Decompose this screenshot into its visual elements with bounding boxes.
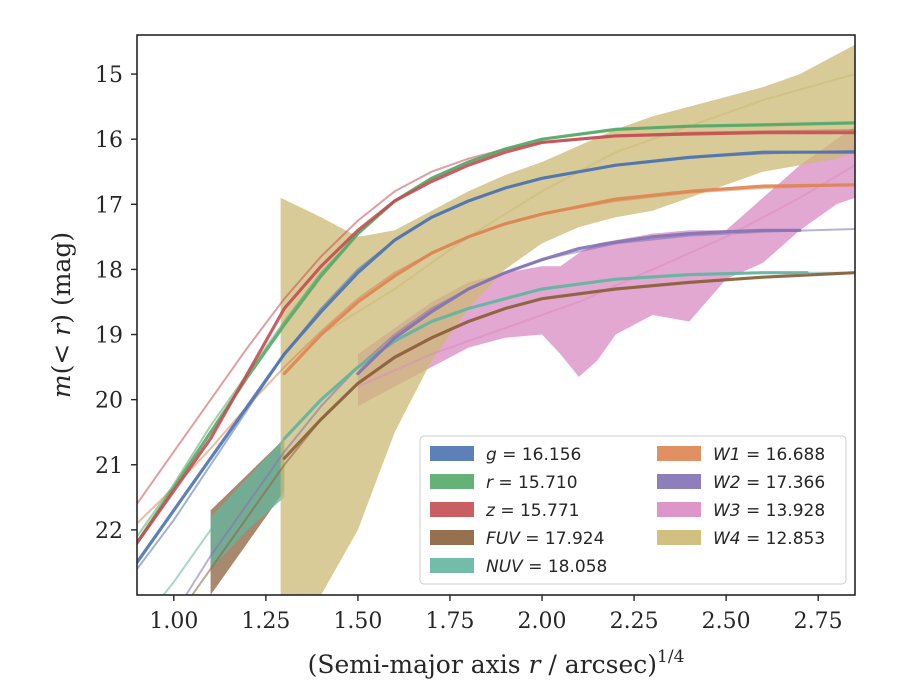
- legend-label-w4: W4 = 12.853: [713, 529, 825, 549]
- x-tick-label: 2.00: [518, 609, 567, 634]
- x-tick-label: 2.25: [610, 609, 659, 634]
- x-tick-label: 1.00: [149, 609, 198, 634]
- legend-box: [419, 435, 847, 585]
- measured-curve-w1: [282, 183, 855, 376]
- legend-swatch-w2: [657, 474, 701, 489]
- y-tick-label: 17: [95, 193, 123, 218]
- measured-curve-fuv: [282, 271, 855, 460]
- legend-swatch-g: [430, 446, 474, 461]
- legend-label-w2: W2 = 17.366: [713, 473, 825, 493]
- x-axis-ticks: 1.00 1.25 1.50 1.75 2.00 2.25 2.50 2.75: [149, 595, 843, 634]
- legend: g = 16.156 r = 15.710 z = 15.771 FUV = 17.9…: [419, 435, 847, 585]
- legend-label-g: g = 16.156: [486, 445, 581, 465]
- measured-curve-w2: [356, 228, 802, 376]
- legend-swatch-z: [430, 502, 474, 517]
- legend-label-w1: W1 = 16.688: [713, 445, 825, 465]
- measured-layer: [137, 121, 855, 564]
- legend-swatch-nuv: [430, 558, 474, 573]
- legend-label-w3: W3 = 13.928: [713, 501, 825, 521]
- y-tick-label: 15: [95, 63, 123, 88]
- y-axis-ticks: 15 16 17 18 19 20 21 22: [95, 63, 137, 544]
- measured-curve-z: [137, 131, 855, 545]
- legend-label-nuv: NUV = 18.058: [486, 557, 607, 577]
- measured-curve-g: [137, 150, 855, 564]
- y-tick-label: 18: [95, 258, 123, 283]
- legend-label-r: r = 15.710: [486, 473, 578, 493]
- band-w4: [280, 44, 855, 595]
- legend-swatch-w4: [657, 530, 701, 545]
- x-axis-label-suffix: / arcsec): [540, 650, 657, 679]
- x-axis-label-prefix: (Semi-major axis: [308, 650, 529, 679]
- legend-swatch-r: [430, 474, 474, 489]
- y-tick-label: 21: [95, 454, 123, 479]
- x-tick-label: 2.75: [794, 609, 843, 634]
- legend-swatch-w3: [657, 502, 701, 517]
- legend-swatch-w1: [657, 446, 701, 461]
- fit-curve-w2: [184, 228, 855, 595]
- x-axis-label-variable: r: [529, 650, 543, 679]
- x-tick-label: 1.50: [333, 609, 382, 634]
- x-axis-label: (Semi-major axis r / arcsec)1/4: [308, 647, 685, 679]
- legend-label-fuv: FUV = 17.924: [486, 529, 604, 549]
- x-tick-label: 2.50: [702, 609, 751, 634]
- x-axis-label-exponent: 1/4: [657, 647, 684, 667]
- fit-curve-w3: [357, 164, 855, 388]
- legend-label-z: z = 15.771: [485, 501, 579, 521]
- y-axis-label: m(< r) (mag): [47, 232, 76, 398]
- y-tick-label: 19: [95, 324, 123, 349]
- plot-frame: [136, 34, 856, 596]
- x-tick-label: 1.75: [425, 609, 474, 634]
- y-tick-label: 16: [95, 128, 123, 153]
- y-tick-label: 20: [95, 389, 123, 414]
- y-tick-label: 22: [95, 519, 123, 544]
- legend-swatch-fuv: [430, 530, 474, 545]
- measured-curve-nuv: [282, 271, 809, 441]
- x-tick-label: 1.25: [241, 609, 290, 634]
